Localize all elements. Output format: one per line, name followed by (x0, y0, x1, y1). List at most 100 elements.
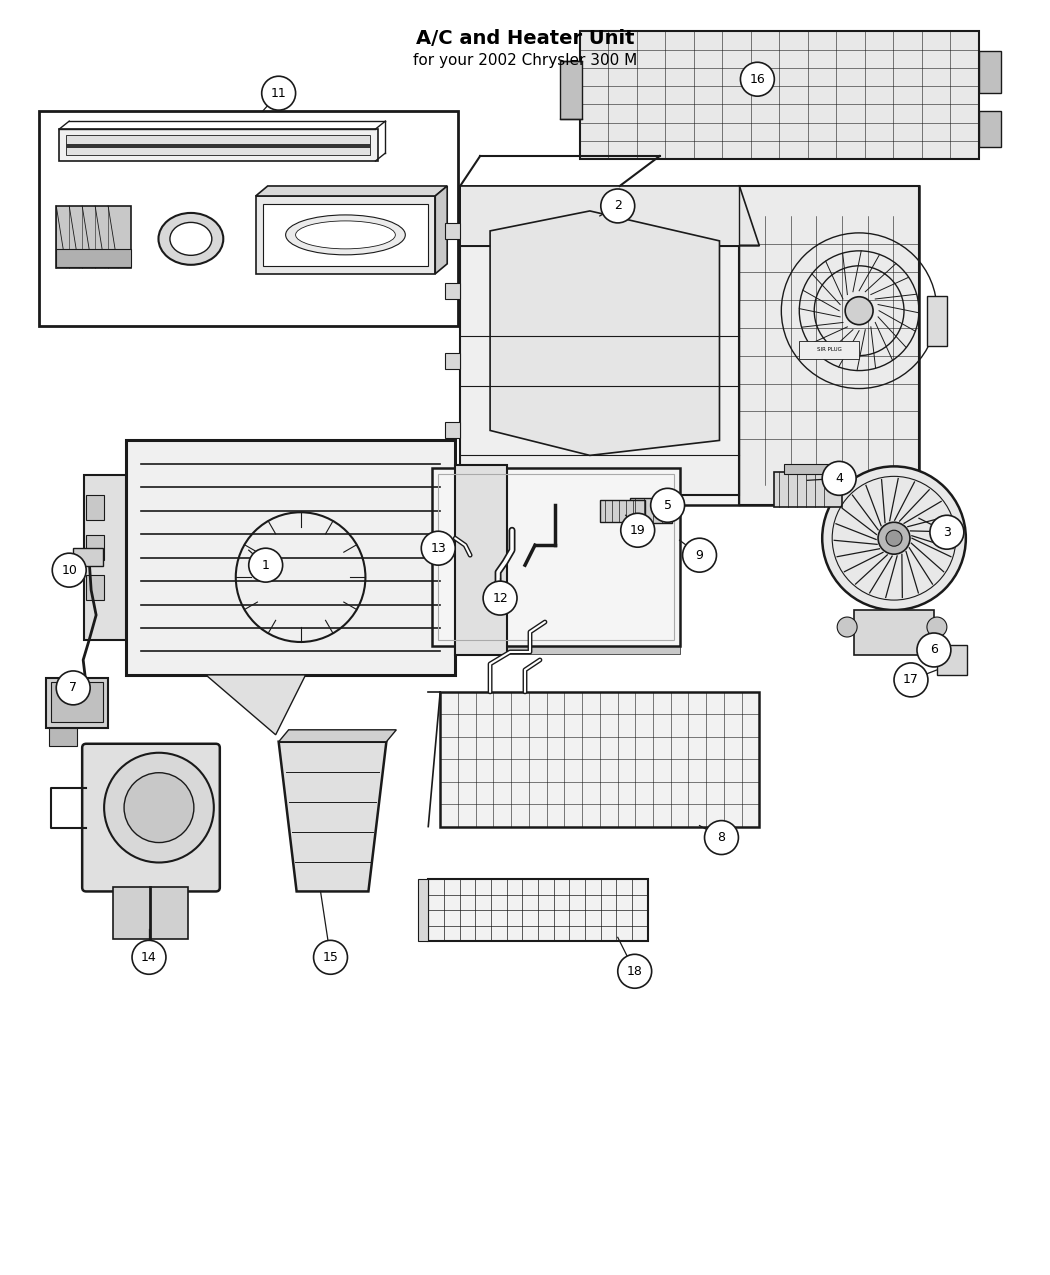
Circle shape (249, 548, 282, 583)
Bar (424, 477, 433, 654)
Bar (256, 196, 436, 274)
Text: 16: 16 (750, 73, 765, 85)
Bar (438, 474, 674, 640)
Text: 2: 2 (614, 199, 622, 213)
Circle shape (483, 581, 517, 615)
Circle shape (930, 515, 964, 550)
Bar (445, 353, 460, 368)
Bar (59, 129, 378, 161)
Ellipse shape (296, 221, 396, 249)
Bar (113, 887, 188, 940)
Circle shape (845, 297, 874, 325)
Circle shape (421, 532, 456, 565)
Text: 10: 10 (61, 564, 77, 576)
Text: 13: 13 (430, 542, 446, 555)
Polygon shape (490, 210, 719, 455)
Bar (262, 204, 428, 265)
Circle shape (621, 514, 654, 547)
Bar (445, 283, 460, 298)
Bar (445, 223, 460, 238)
Circle shape (57, 671, 90, 705)
Bar (445, 422, 460, 439)
Circle shape (617, 954, 652, 988)
Bar (440, 692, 759, 826)
Circle shape (917, 632, 951, 667)
FancyBboxPatch shape (51, 682, 103, 722)
Text: 15: 15 (322, 951, 338, 964)
Circle shape (261, 76, 296, 110)
Bar (74, 548, 103, 566)
Circle shape (124, 773, 194, 843)
Bar (739, 186, 919, 505)
Ellipse shape (170, 222, 212, 255)
Polygon shape (278, 729, 396, 742)
Text: 6: 6 (930, 644, 938, 657)
Bar (126, 440, 456, 674)
Text: A/C and Heater Unit: A/C and Heater Unit (416, 29, 634, 48)
Bar (774, 472, 842, 507)
Bar (979, 51, 1001, 93)
Bar (428, 880, 648, 941)
Bar (433, 468, 679, 646)
Text: 9: 9 (695, 548, 704, 562)
Text: 19: 19 (630, 524, 646, 537)
Polygon shape (256, 186, 447, 196)
Bar (456, 465, 507, 655)
Bar (46, 678, 108, 728)
Bar (86, 495, 104, 520)
Bar (86, 575, 104, 601)
Text: 17: 17 (903, 673, 919, 686)
Polygon shape (460, 186, 759, 246)
Polygon shape (278, 742, 386, 891)
Ellipse shape (286, 215, 405, 255)
Polygon shape (436, 186, 447, 274)
Bar (66, 144, 371, 148)
Bar (560, 61, 582, 119)
Circle shape (894, 663, 928, 697)
Text: 11: 11 (271, 87, 287, 99)
Text: 1: 1 (261, 558, 270, 571)
Bar (979, 111, 1001, 147)
Bar (630, 499, 672, 523)
FancyBboxPatch shape (460, 246, 739, 495)
Text: 14: 14 (141, 951, 156, 964)
Bar (84, 476, 126, 640)
Text: 18: 18 (627, 965, 643, 978)
Text: 3: 3 (943, 525, 951, 539)
Text: 12: 12 (492, 592, 508, 604)
Bar (854, 609, 933, 655)
Bar (927, 296, 947, 346)
Bar (433, 646, 679, 654)
Bar (57, 249, 131, 266)
Bar (799, 340, 859, 358)
Bar (86, 536, 104, 560)
Circle shape (740, 62, 774, 96)
Bar (418, 880, 428, 941)
Circle shape (52, 553, 86, 586)
Circle shape (705, 821, 738, 854)
Bar (784, 464, 830, 474)
Circle shape (601, 189, 634, 223)
FancyBboxPatch shape (57, 207, 131, 268)
Circle shape (104, 752, 214, 862)
Text: 4: 4 (835, 472, 843, 484)
Ellipse shape (159, 213, 224, 265)
FancyBboxPatch shape (82, 743, 219, 891)
Bar (580, 32, 979, 159)
Circle shape (822, 462, 856, 495)
Circle shape (682, 538, 716, 572)
Text: 8: 8 (717, 831, 726, 844)
Circle shape (927, 617, 947, 638)
Bar (49, 728, 78, 746)
Bar (39, 111, 458, 325)
Circle shape (822, 467, 966, 609)
Bar (66, 135, 371, 156)
Text: SIR PLUG: SIR PLUG (817, 347, 842, 352)
Bar (600, 500, 645, 523)
Circle shape (837, 617, 857, 638)
Circle shape (314, 941, 348, 974)
Circle shape (132, 941, 166, 974)
Polygon shape (206, 674, 306, 734)
Text: 5: 5 (664, 499, 672, 511)
Circle shape (878, 523, 910, 555)
